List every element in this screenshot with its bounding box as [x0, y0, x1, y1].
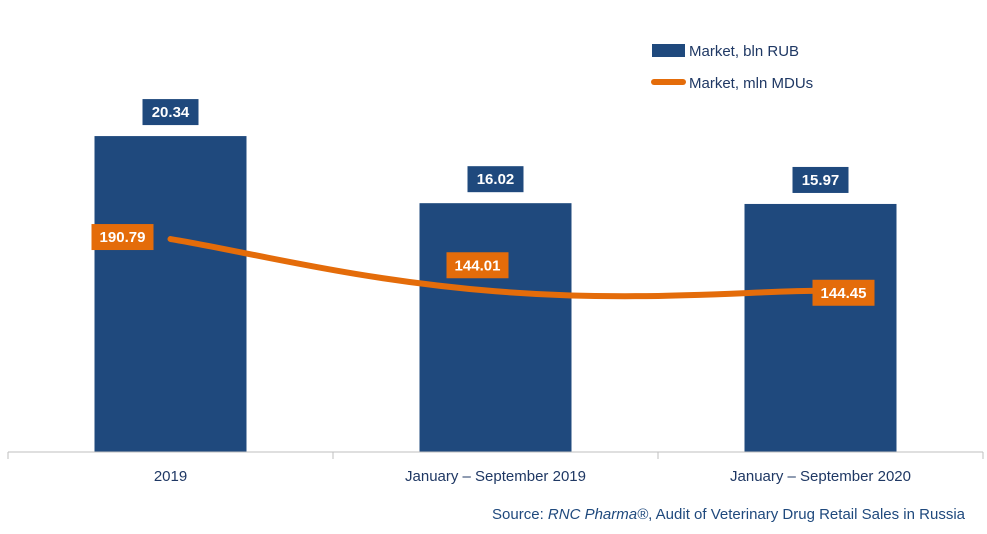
source-prefix: Source:: [492, 506, 548, 523]
source-suffix: , Audit of Veterinary Drug Retail Sales …: [648, 506, 965, 523]
line-value-label-1: 144.01: [455, 257, 501, 274]
line-value-label-0: 190.79: [100, 229, 146, 246]
line-value-label-2: 144.45: [821, 285, 867, 302]
source-note: Source: RNC Pharma®, Audit of Veterinary…: [492, 506, 965, 523]
bar-1: [419, 203, 572, 452]
line-value-label-box-1: [446, 252, 509, 279]
bar-0: [94, 136, 247, 452]
bar-value-label-1: 16.02: [477, 171, 515, 188]
bar-value-label-box-2: [792, 166, 849, 193]
bar-value-label-box-1: [467, 166, 524, 193]
line-value-label-box-0: [91, 224, 154, 251]
bar-2: [744, 203, 897, 452]
legend-swatch-bar: [652, 44, 685, 57]
x-tick-label-1: January – September 2019: [405, 468, 586, 485]
legend-label-line: Market, mln MDUs: [689, 75, 813, 92]
bar-value-label-0: 20.34: [152, 104, 190, 121]
line-value-label-box-2: [812, 279, 875, 306]
bar-value-label-box-0: [142, 99, 199, 126]
legend-label-bar: Market, bln RUB: [689, 43, 799, 60]
source-brand: RNC Pharma®: [547, 506, 649, 523]
x-tick-label-2: January – September 2020: [730, 468, 911, 485]
x-tick-label-0: 2019: [154, 468, 187, 485]
bar-value-label-2: 15.97: [802, 172, 840, 189]
line-series-path: [167, 236, 824, 300]
